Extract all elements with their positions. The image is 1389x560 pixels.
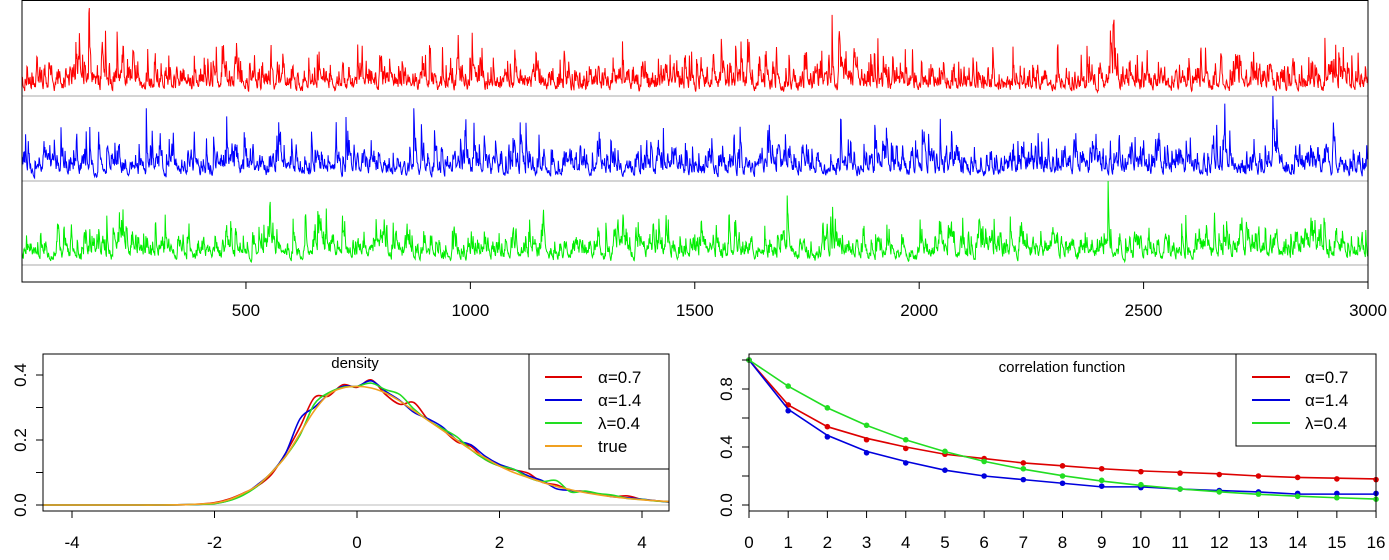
correlation-point-2 (785, 383, 791, 389)
correlation-point-1 (1020, 476, 1027, 483)
x-tick-label: 2500 (1125, 301, 1163, 320)
correlation-title: correlation function (999, 359, 1126, 376)
correlation-point-2 (942, 448, 948, 455)
correlation-point-0 (1098, 465, 1105, 472)
correlation-point-0 (1138, 468, 1144, 475)
correlation-point-2 (1138, 481, 1144, 488)
y-tick-label: 0.2 (11, 428, 30, 452)
x-tick-label: 3000 (1349, 301, 1387, 320)
correlation-legend: α=0.7 α=1.4 λ=0.4 (1235, 353, 1377, 447)
correlation-point-2 (1294, 493, 1301, 500)
x-tick-label: 8 (1058, 533, 1067, 552)
correlation-point-2 (1059, 473, 1066, 479)
legend-label: α=1.4 (1305, 391, 1348, 410)
correlation-panel: correlation function 0 1 2 3 4 5 6 7 8 9 10 11 12 13 1… (717, 353, 1386, 552)
correlation-point-0 (1177, 470, 1183, 476)
legend-label: true (598, 437, 627, 456)
correlation-point-0 (824, 423, 831, 430)
x-tick-label: 2 (495, 533, 504, 552)
series-line-1 (22, 95, 1368, 180)
legend-label: α=1.4 (598, 391, 641, 410)
x-tick-label: 11 (1171, 533, 1189, 552)
correlation-point-2 (1177, 486, 1183, 492)
correlation-point-0 (1255, 473, 1262, 479)
correlation-point-1 (981, 473, 987, 479)
x-tick-label: 2 (823, 533, 832, 552)
correlation-point-2 (824, 405, 831, 411)
correlation-point-2 (1255, 491, 1262, 497)
correlation-point-0 (902, 445, 909, 452)
density-title: density (331, 355, 379, 372)
correlation-point-0 (1294, 474, 1301, 481)
x-tick-label: 7 (1019, 533, 1028, 552)
x-tick-label: 1000 (451, 301, 489, 320)
x-tick-label: 1 (783, 533, 792, 552)
correlation-point-1 (1059, 480, 1066, 487)
correlation-point-2 (1020, 465, 1027, 472)
x-tick-label: 9 (1097, 533, 1106, 552)
y-tick-label: 0.4 (11, 363, 30, 387)
series-line-0 (22, 7, 1368, 94)
x-tick-label: 4 (901, 533, 910, 552)
correlation-point-2 (902, 436, 909, 443)
correlation-point-2 (981, 458, 987, 465)
correlation-point-0 (1216, 471, 1223, 478)
x-tick-label: 12 (1210, 533, 1229, 552)
legend-label: α=0.7 (1305, 368, 1348, 387)
legend-label: λ=0.4 (598, 414, 640, 433)
x-tick-label: -2 (207, 533, 222, 552)
x-tick-label: 13 (1249, 533, 1268, 552)
correlation-point-1 (1098, 483, 1105, 489)
correlation-point-0 (1059, 463, 1066, 469)
x-tick-label: 0 (744, 533, 753, 552)
legend-label: α=0.7 (598, 368, 641, 387)
correlation-point-0 (863, 436, 870, 443)
correlation-point-1 (942, 467, 948, 474)
x-tick-label: 6 (979, 533, 988, 552)
correlation-point-2 (1098, 477, 1105, 484)
y-tick-label: 0.8 (717, 377, 736, 401)
density-line-3 (43, 385, 669, 506)
x-tick-label: 1500 (676, 301, 714, 320)
y-tick-label: 0.4 (717, 435, 736, 459)
correlation-point-1 (785, 407, 791, 414)
series-line-2 (22, 180, 1368, 264)
correlation-point-1 (824, 434, 831, 440)
correlation-point-1 (1334, 490, 1340, 497)
legend-label: λ=0.4 (1305, 414, 1347, 433)
x-tick-label: 4 (637, 533, 646, 552)
correlation-point-1 (902, 460, 909, 466)
correlation-point-2 (1216, 489, 1223, 495)
x-tick-label: 3 (862, 533, 871, 552)
density-panel: density -4 -2 0 2 4 0.0 0.2 0.4 α=0.7 α=1.4 λ=0.4… (11, 353, 670, 552)
x-tick-label: 5 (940, 533, 949, 552)
x-tick-label: 0 (352, 533, 361, 552)
x-tick-label: 14 (1288, 533, 1307, 552)
density-legend: α=0.7 α=1.4 λ=0.4 true (528, 353, 670, 470)
y-tick-label: 0.0 (11, 493, 30, 517)
x-tick-label: 15 (1327, 533, 1346, 552)
time-series-panel: 500 1000 1500 2000 2500 3000 (21, 0, 1387, 320)
x-tick-label: 500 (232, 301, 260, 320)
x-tick-label: 2000 (900, 301, 938, 320)
correlation-point-0 (1334, 476, 1340, 482)
x-tick-label: 10 (1131, 533, 1150, 552)
y-tick-label: 0.0 (717, 493, 736, 517)
correlation-point-2 (1334, 494, 1340, 501)
correlation-point-1 (863, 450, 870, 456)
x-tick-label: 16 (1367, 533, 1386, 552)
correlation-point-2 (863, 422, 870, 429)
x-tick-label: -4 (64, 533, 79, 552)
correlation-point-0 (1020, 460, 1027, 466)
